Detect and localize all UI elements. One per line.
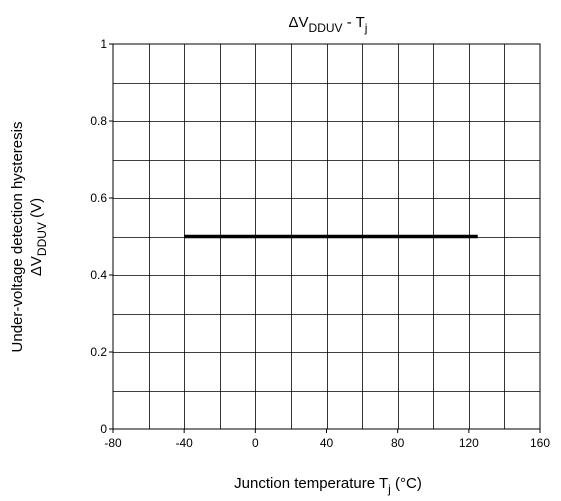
x-tick-labels: -80 -40 0 40 80 120 160 (104, 436, 550, 450)
y-axis-label-line2: ΔVDDUV (V) (28, 198, 49, 276)
y-tick-labels: 0 0.2 0.4 0.6 0.8 1 (90, 37, 107, 436)
y-tick-label: 0.4 (90, 268, 107, 282)
x-tick-label: 160 (530, 436, 550, 450)
x-tick-label: 0 (252, 436, 259, 450)
grid-lines (113, 44, 540, 429)
y-tick-label: 0.8 (90, 114, 107, 128)
chart-title: ΔVDDUV - Tj (289, 14, 368, 35)
x-tick-label: -40 (175, 436, 193, 450)
tick-marks (109, 43, 541, 433)
x-tick-label: 80 (391, 436, 405, 450)
x-axis-label: Junction temperature Tj (°C) (234, 475, 422, 496)
y-axis-label-line1: Under-voltage detection hysteresis (9, 122, 26, 353)
y-tick-label: 0.2 (90, 345, 107, 359)
x-tick-label: 120 (459, 436, 479, 450)
y-tick-label: 0 (100, 422, 107, 436)
x-tick-label: -80 (104, 436, 122, 450)
y-tick-label: 1 (100, 37, 107, 51)
x-tick-label: 40 (320, 436, 334, 450)
y-tick-label: 0.6 (90, 191, 107, 205)
